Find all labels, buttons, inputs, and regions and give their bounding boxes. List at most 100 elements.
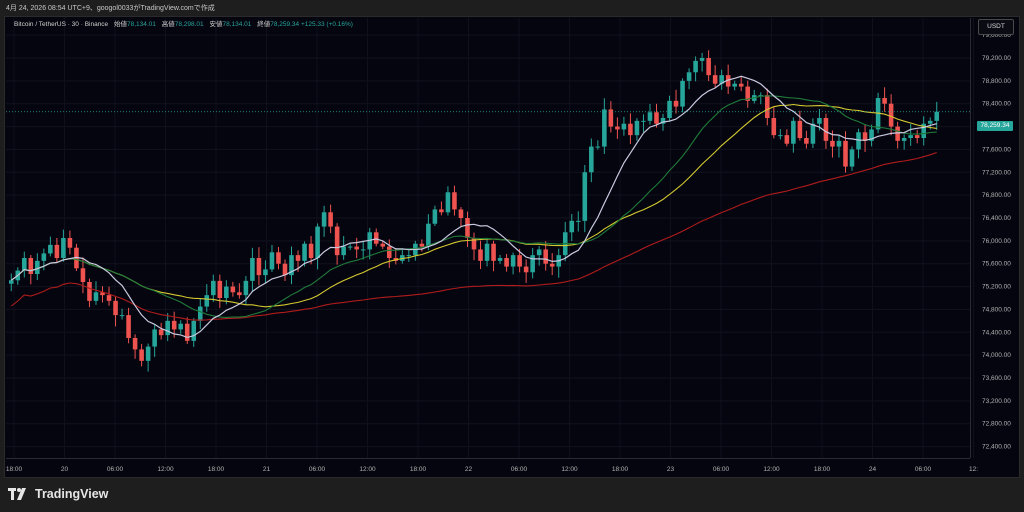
candle-body [628, 123, 633, 136]
y-tick-label: 72,400.00 [982, 444, 1011, 451]
y-tick-label: 78,400.00 [982, 101, 1011, 108]
y-tick-label: 75,200.00 [982, 284, 1011, 291]
x-tick-label: 06:00 [511, 466, 528, 473]
y-tick-label: 75,600.00 [982, 261, 1011, 268]
candle-body [243, 280, 249, 296]
brand-name: TradingView [35, 487, 109, 501]
candle-body [901, 138, 907, 141]
x-tick-label: 12:00 [561, 466, 578, 473]
candle-body [126, 315, 131, 338]
tradingview-logo[interactable]: TradingView [8, 486, 108, 502]
candle-body [426, 223, 431, 247]
candle-body [67, 238, 73, 248]
legend-close-label: 終値 [257, 21, 271, 28]
candle-body [191, 320, 197, 341]
candle-body [615, 126, 620, 130]
candle-body [765, 95, 770, 118]
candle-body [543, 249, 548, 264]
candle-body [823, 118, 829, 141]
candle-body [106, 295, 112, 301]
x-tick-label: 06:00 [309, 466, 326, 473]
candle-body [719, 75, 724, 84]
candle-body [230, 286, 236, 293]
candle-body [419, 243, 425, 247]
candle-body [778, 135, 783, 137]
candle-body [732, 83, 737, 87]
candle-body [784, 135, 790, 144]
legend-change-value: +125.33 (+0.16%) [300, 21, 353, 28]
candle-body [211, 280, 216, 296]
candle-body [171, 320, 177, 330]
candle-body [523, 266, 529, 273]
x-tick-label: 18:00 [6, 466, 23, 473]
x-tick-label: 22 [465, 466, 473, 473]
candle-body [28, 258, 34, 274]
candle-body [830, 140, 835, 147]
candle-body [22, 258, 27, 271]
y-tick-label: 78,800.00 [982, 78, 1011, 85]
moving-average-mid [10, 95, 937, 318]
candle-body [334, 226, 340, 256]
candle-body [458, 209, 464, 218]
legend-low-value: 78,134.01 [222, 21, 252, 28]
tradingview-logo-icon [8, 488, 26, 500]
candle-body [145, 346, 151, 361]
candle-body [360, 249, 366, 251]
y-tick-label: 77,600.00 [982, 146, 1011, 153]
snapshot-caption: 4月 24, 2026 08:54 UTC+9、googol0033がTradi… [6, 5, 215, 12]
candle-body [197, 306, 203, 321]
candle-body [536, 249, 542, 256]
x-tick-label: 18:00 [814, 466, 831, 473]
moving-average-long [10, 151, 937, 321]
candle-body [48, 244, 53, 254]
candle-body [686, 72, 692, 81]
candle-body [595, 146, 601, 148]
candle-body [667, 100, 672, 118]
x-tick-label: 12:00 [763, 466, 780, 473]
candle-body [641, 120, 646, 122]
candle-body [491, 243, 496, 261]
candle-body [295, 255, 301, 261]
candle-body [139, 349, 144, 361]
x-tick-label: 18:00 [208, 466, 225, 473]
candle-body [810, 123, 816, 144]
candle-body [184, 323, 190, 341]
candle-body [478, 249, 483, 261]
candle-body [504, 258, 509, 267]
candle-body [869, 129, 874, 141]
candle-body [882, 98, 887, 104]
candle-body [465, 218, 470, 238]
x-tick-label: 12: [969, 466, 978, 473]
candle-body [888, 103, 894, 127]
candle-body [256, 258, 262, 276]
candle-body [817, 118, 822, 124]
x-tick-label: 20 [61, 466, 69, 473]
price-axis-border [970, 18, 971, 458]
candle-body [927, 120, 933, 124]
candle-body [549, 263, 555, 267]
candle-body [856, 132, 861, 150]
candle-body [849, 149, 855, 167]
candle-body [386, 246, 392, 258]
candle-body [712, 75, 718, 84]
y-tick-label: 76,000.00 [982, 238, 1011, 245]
candle-body [165, 320, 170, 336]
candle-body [373, 232, 379, 244]
candle-body [289, 255, 294, 276]
candle-body [276, 252, 281, 264]
candle-body [80, 268, 86, 282]
candle-body [875, 98, 881, 130]
x-tick-label: 23 [667, 466, 675, 473]
candle-body [921, 123, 926, 138]
candle-body [452, 192, 457, 210]
candle-body [113, 300, 118, 316]
candle-body [237, 292, 242, 296]
moving-average-slow [10, 103, 937, 308]
y-tick-label: 76,400.00 [982, 215, 1011, 222]
y-tick-label: 74,800.00 [982, 306, 1011, 313]
candle-body [862, 132, 868, 141]
candle-body [445, 192, 451, 213]
currency-selector[interactable]: USDT [978, 19, 1014, 35]
candle-body [250, 258, 255, 281]
